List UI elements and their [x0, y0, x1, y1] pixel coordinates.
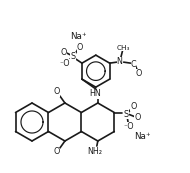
Text: O: O	[61, 48, 67, 57]
Text: Na⁺: Na⁺	[134, 132, 151, 141]
Text: C: C	[131, 60, 136, 69]
Text: O: O	[135, 69, 142, 78]
Text: NH₂: NH₂	[87, 147, 102, 156]
Text: N: N	[117, 57, 123, 66]
Text: Na⁺: Na⁺	[70, 32, 86, 41]
Text: O: O	[54, 148, 60, 157]
Text: O: O	[130, 102, 136, 111]
Text: CH₃: CH₃	[117, 45, 130, 51]
Text: ⁻O: ⁻O	[124, 122, 135, 131]
Text: O: O	[54, 88, 60, 97]
Text: S: S	[124, 110, 129, 119]
Text: O: O	[134, 113, 140, 122]
Text: ⁻O: ⁻O	[60, 59, 70, 68]
Text: S: S	[70, 52, 75, 61]
Text: O: O	[77, 43, 83, 52]
Text: HN: HN	[89, 89, 101, 98]
